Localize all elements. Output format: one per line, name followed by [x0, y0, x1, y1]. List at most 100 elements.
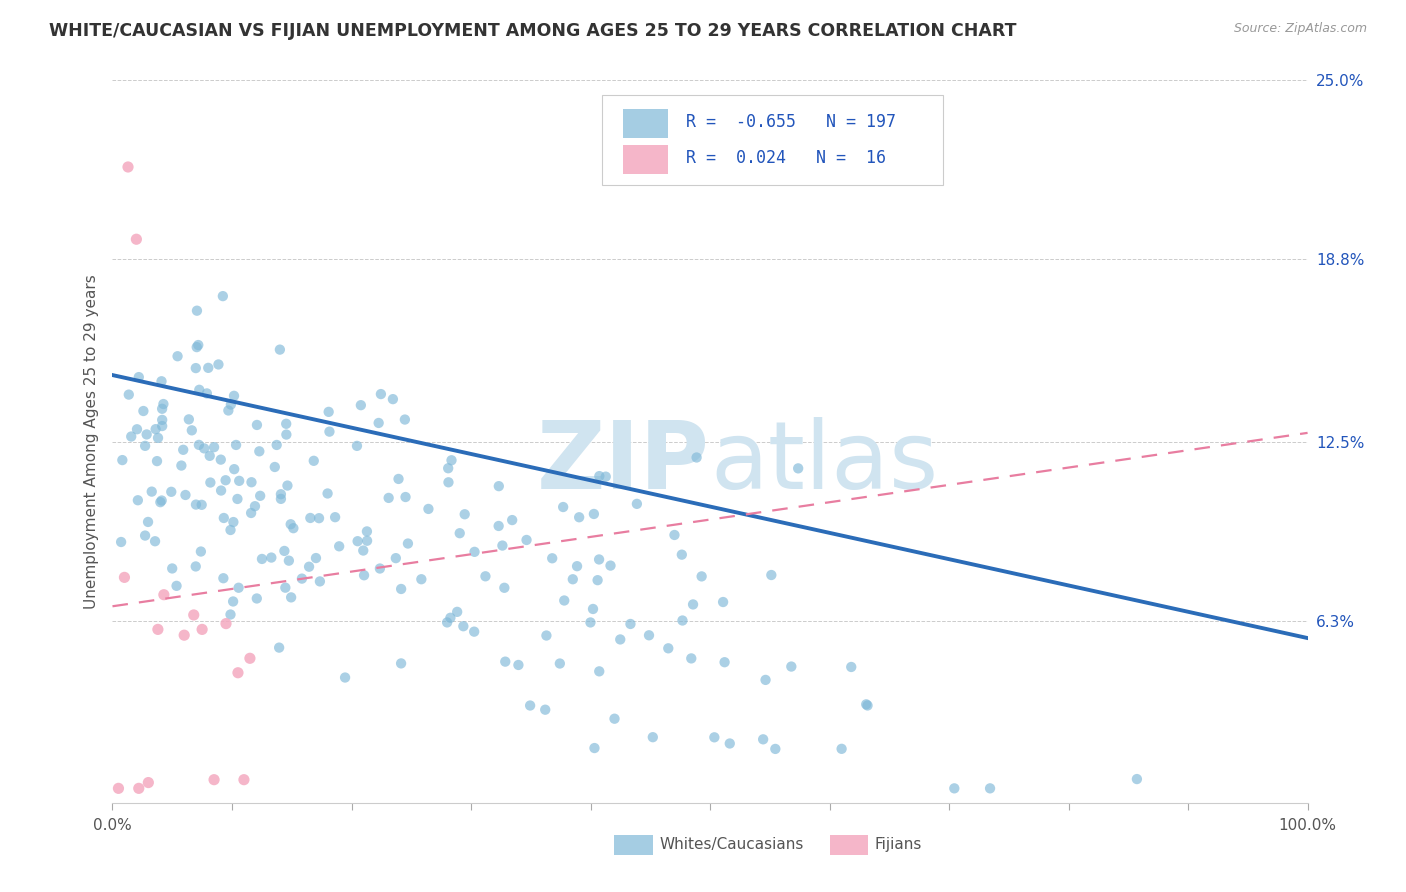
Point [120, 429, 142, 443]
Point [150, 401, 173, 416]
Point [346, 439, 368, 453]
Point [195, 386, 218, 401]
Point [626, 497, 648, 511]
Point [536, 628, 558, 642]
Point [682, 598, 704, 612]
Point [586, 573, 609, 587]
Point [664, 528, 686, 542]
Point [128, 781, 150, 796]
Point [488, 479, 510, 493]
Point [553, 593, 575, 607]
Point [177, 412, 200, 426]
Point [150, 374, 173, 388]
Point [219, 607, 242, 622]
Point [186, 340, 208, 354]
Point [217, 403, 239, 417]
Point [224, 462, 246, 476]
Point [180, 423, 202, 437]
Point [141, 484, 163, 499]
Point [280, 591, 302, 605]
Text: Source: ZipAtlas.com: Source: ZipAtlas.com [1233, 22, 1367, 36]
Point [491, 539, 513, 553]
Bar [830, 835, 868, 855]
Point [437, 475, 460, 490]
Point [440, 453, 463, 467]
Point [439, 611, 461, 625]
Point [273, 544, 295, 558]
Point [855, 698, 877, 712]
Point [353, 568, 375, 582]
Point [190, 498, 212, 512]
Point [831, 741, 853, 756]
Point [197, 360, 219, 375]
Point [367, 416, 389, 430]
Point [548, 657, 571, 671]
Point [247, 444, 270, 458]
Point [226, 665, 249, 680]
Point [202, 772, 225, 787]
Point [718, 737, 741, 751]
Point [436, 615, 458, 630]
Point [356, 533, 378, 548]
Point [603, 712, 626, 726]
Point [202, 440, 225, 454]
Point [588, 552, 610, 566]
Point [150, 493, 173, 508]
Text: R =  -0.655   N = 197: R = -0.655 N = 197 [686, 113, 896, 131]
Point [350, 398, 373, 412]
Point [488, 519, 510, 533]
Point [138, 775, 160, 789]
Point [172, 442, 194, 457]
Point [160, 484, 183, 499]
Point [780, 659, 803, 673]
Point [128, 370, 150, 384]
Point [212, 289, 235, 303]
Point [494, 581, 516, 595]
Point [110, 535, 132, 549]
Point [246, 417, 269, 432]
Point [263, 460, 285, 475]
Point [188, 383, 211, 397]
Bar [614, 835, 652, 855]
Point [243, 499, 266, 513]
Point [579, 615, 602, 630]
Point [1126, 772, 1149, 786]
Point [302, 454, 325, 468]
Point [153, 588, 176, 602]
Point [250, 552, 273, 566]
Point [474, 569, 496, 583]
Point [328, 539, 350, 553]
Point [437, 461, 460, 475]
Point [283, 521, 305, 535]
Point [657, 641, 679, 656]
Point [228, 474, 250, 488]
Text: WHITE/CAUCASIAN VS FIJIAN UNEMPLOYMENT AMONG AGES 25 TO 29 YEARS CORRELATION CHA: WHITE/CAUCASIAN VS FIJIAN UNEMPLOYMENT A… [49, 22, 1017, 40]
Point [260, 550, 283, 565]
Point [200, 475, 222, 490]
Point [276, 417, 298, 431]
Point [389, 582, 412, 596]
Point [690, 569, 713, 583]
Point [226, 491, 249, 506]
Point [381, 392, 404, 406]
Point [446, 605, 468, 619]
Point [641, 730, 664, 744]
Point [214, 473, 236, 487]
Point [187, 438, 209, 452]
Bar [623, 109, 668, 138]
Point [184, 361, 207, 376]
Point [146, 454, 169, 468]
Point [150, 419, 173, 434]
Point [333, 671, 356, 685]
Bar [623, 145, 668, 174]
Point [222, 594, 245, 608]
Point [943, 781, 966, 796]
Point [170, 458, 193, 473]
Text: ZIP: ZIP [537, 417, 710, 509]
Point [145, 422, 167, 436]
Point [565, 559, 588, 574]
Point [191, 623, 214, 637]
Point [463, 545, 485, 559]
Point [685, 450, 707, 465]
Point [316, 486, 339, 500]
